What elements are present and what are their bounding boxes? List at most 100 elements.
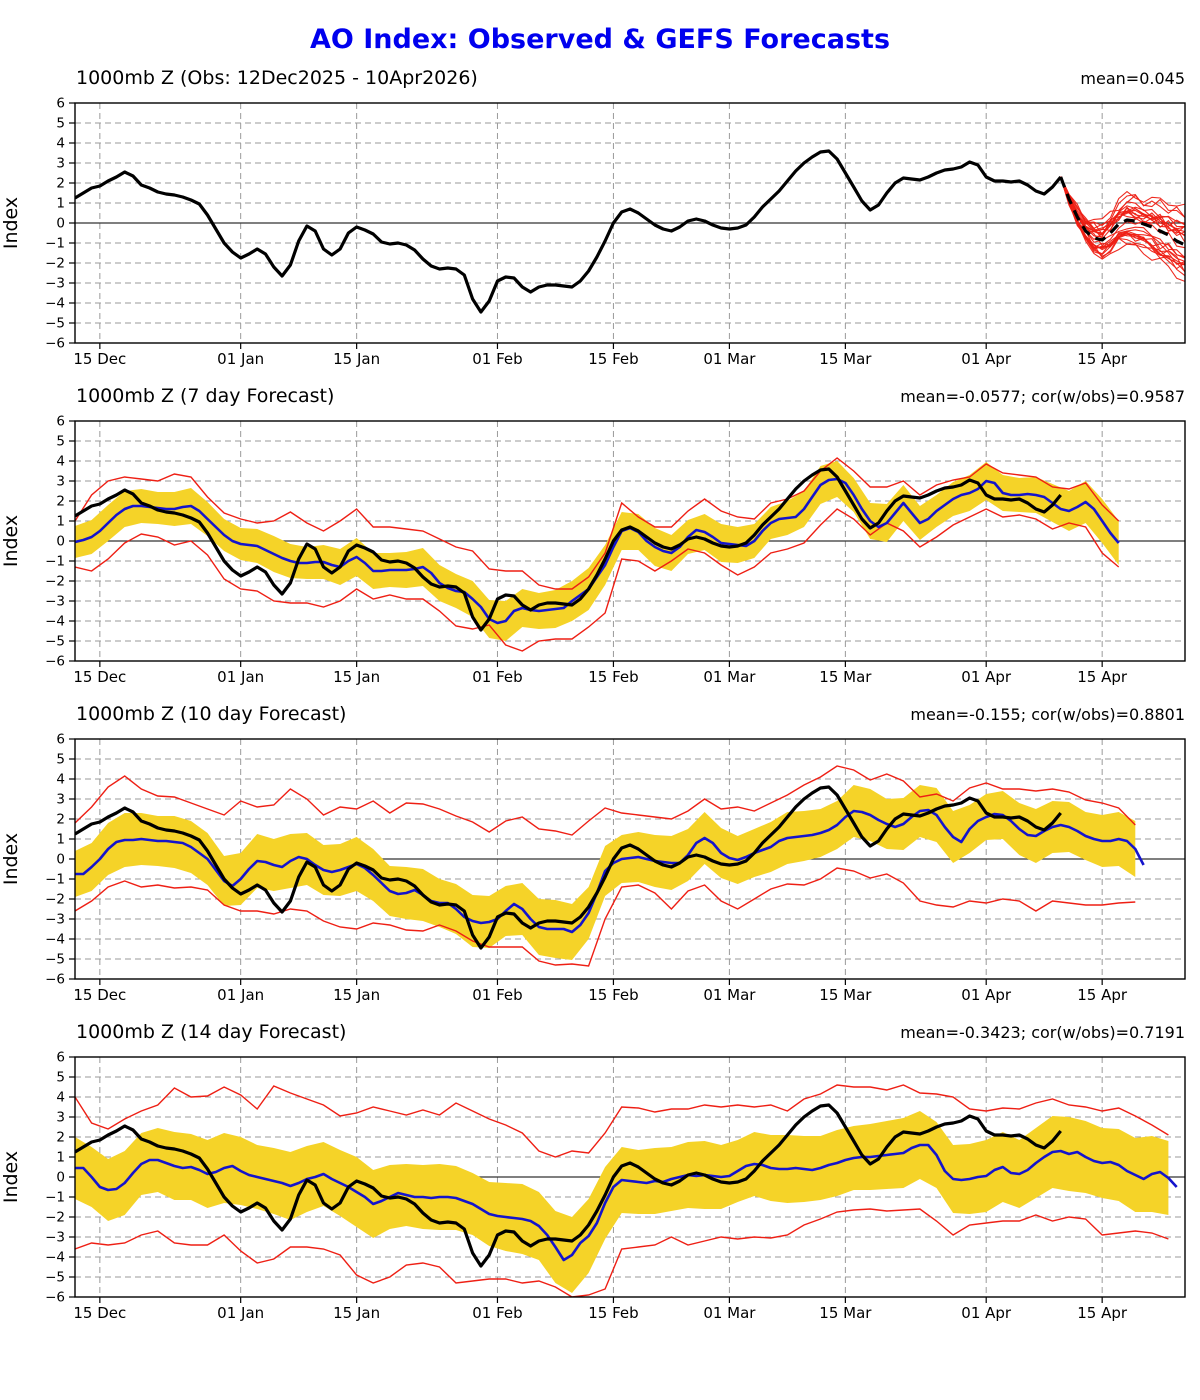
panel-10day-forecast: 1000mb Z (10 day Forecast) mean=-0.155; … (0, 703, 1200, 1003)
svg-text:1: 1 (56, 196, 65, 212)
page-title: AO Index: Observed & GEFS Forecasts (309, 24, 891, 55)
svg-text:15 Mar: 15 Mar (819, 668, 872, 685)
svg-text:−4: −4 (45, 932, 65, 948)
svg-text:6: 6 (56, 414, 65, 430)
svg-text:Index: Index (0, 1151, 22, 1203)
svg-text:01 Feb: 01 Feb (472, 986, 522, 1003)
svg-text:01 Apr: 01 Apr (961, 1304, 1012, 1321)
svg-text:1: 1 (56, 514, 65, 530)
svg-text:Index: Index (0, 515, 22, 567)
svg-text:15 Feb: 15 Feb (588, 350, 638, 367)
svg-text:0: 0 (56, 1170, 65, 1186)
svg-text:−1: −1 (45, 236, 65, 252)
svg-text:01 Mar: 01 Mar (703, 1304, 756, 1321)
svg-text:2: 2 (56, 176, 65, 192)
svg-text:−5: −5 (45, 952, 65, 968)
svg-text:−1: −1 (45, 1190, 65, 1206)
panel-observed-title: 1000mb Z (Obs: 12Dec2025 - 10Apr2026) (76, 67, 478, 89)
svg-text:−6: −6 (45, 654, 65, 670)
svg-text:5: 5 (56, 752, 65, 768)
svg-text:15 Mar: 15 Mar (819, 1304, 872, 1321)
svg-text:1: 1 (56, 832, 65, 848)
svg-text:−2: −2 (45, 1210, 65, 1226)
svg-text:15 Apr: 15 Apr (1077, 668, 1128, 685)
svg-text:−6: −6 (45, 336, 65, 352)
svg-text:15 Dec: 15 Dec (73, 350, 126, 367)
observed-chart: 6 5 4 3 2 1 0 −1 −2 −3 −4 −5 −6 15 Dec 01 Jan 15 Jan 01 … (0, 96, 1186, 367)
svg-text:6: 6 (56, 732, 65, 748)
svg-text:01 Jan: 01 Jan (217, 1304, 264, 1321)
svg-text:01 Jan: 01 Jan (217, 986, 264, 1003)
svg-text:15 Apr: 15 Apr (1077, 986, 1128, 1003)
svg-text:−1: −1 (45, 872, 65, 888)
svg-text:5: 5 (56, 116, 65, 132)
panel-observed-header: 1000mb Z (Obs: 12Dec2025 - 10Apr2026) me… (0, 67, 1200, 95)
svg-text:−3: −3 (45, 594, 65, 610)
svg-text:01 Apr: 01 Apr (961, 350, 1012, 367)
panel-14day-title: 1000mb Z (14 day Forecast) (76, 1021, 347, 1043)
panel-7day-forecast: 1000mb Z (7 day Forecast) mean=-0.0577; … (0, 385, 1200, 685)
svg-text:15 Dec: 15 Dec (73, 668, 126, 685)
svg-text:15 Mar: 15 Mar (819, 986, 872, 1003)
svg-text:15 Dec: 15 Dec (73, 986, 126, 1003)
svg-text:2: 2 (56, 1130, 65, 1146)
svg-text:−1: −1 (45, 554, 65, 570)
svg-text:5: 5 (56, 434, 65, 450)
svg-text:4: 4 (56, 772, 65, 788)
svg-text:6: 6 (56, 96, 65, 112)
panel-14day-forecast: 1000mb Z (14 day Forecast) mean=-0.3423;… (0, 1021, 1200, 1321)
svg-text:0: 0 (56, 216, 65, 232)
svg-text:0: 0 (56, 534, 65, 550)
svg-text:01 Apr: 01 Apr (961, 668, 1012, 685)
svg-text:−3: −3 (45, 912, 65, 928)
svg-text:Index: Index (0, 833, 22, 885)
ao-index-page: AO Index: Observed & GEFS Forecasts 1000… (0, 24, 1200, 1321)
panel-10day-header: 1000mb Z (10 day Forecast) mean=-0.155; … (0, 703, 1200, 731)
svg-text:3: 3 (56, 474, 65, 490)
svg-text:15 Feb: 15 Feb (588, 986, 638, 1003)
svg-text:−4: −4 (45, 296, 65, 312)
panel-7day-header: 1000mb Z (7 day Forecast) mean=-0.0577; … (0, 385, 1200, 413)
svg-text:1: 1 (56, 1150, 65, 1166)
svg-text:−2: −2 (45, 256, 65, 272)
svg-text:−3: −3 (45, 276, 65, 292)
svg-text:−2: −2 (45, 892, 65, 908)
svg-text:3: 3 (56, 156, 65, 172)
svg-text:5: 5 (56, 1070, 65, 1086)
svg-text:−2: −2 (45, 574, 65, 590)
panel-10day-title: 1000mb Z (10 day Forecast) (76, 703, 347, 725)
svg-text:−5: −5 (45, 316, 65, 332)
svg-text:15 Dec: 15 Dec (73, 1304, 126, 1321)
svg-text:15 Jan: 15 Jan (333, 668, 380, 685)
svg-text:−4: −4 (45, 1250, 65, 1266)
svg-text:4: 4 (56, 454, 65, 470)
panel-10day-stats: mean=-0.155; cor(w/obs)=0.8801 (910, 705, 1185, 724)
panel-observed-stats: mean=0.045 (1080, 69, 1185, 88)
svg-text:−4: −4 (45, 614, 65, 630)
svg-text:01 Feb: 01 Feb (472, 668, 522, 685)
svg-text:−5: −5 (45, 634, 65, 650)
forecast-7day-chart: 6 5 4 3 2 1 0 −1 −2 −3 −4 −5 −6 15 Dec 01 Jan 15 Jan 01 … (0, 414, 1186, 685)
panel-7day-stats: mean=-0.0577; cor(w/obs)=0.9587 (900, 387, 1185, 406)
panel-observed: 1000mb Z (Obs: 12Dec2025 - 10Apr2026) me… (0, 67, 1200, 367)
svg-text:15 Jan: 15 Jan (333, 986, 380, 1003)
svg-text:01 Mar: 01 Mar (703, 350, 756, 367)
panel-14day-stats: mean=-0.3423; cor(w/obs)=0.7191 (900, 1023, 1185, 1042)
svg-text:0: 0 (56, 852, 65, 868)
svg-text:01 Apr: 01 Apr (961, 986, 1012, 1003)
svg-text:−3: −3 (45, 1230, 65, 1246)
svg-text:15 Mar: 15 Mar (819, 350, 872, 367)
svg-text:01 Jan: 01 Jan (217, 350, 264, 367)
svg-text:−5: −5 (45, 1270, 65, 1286)
forecast-10day-chart: 6 5 4 3 2 1 0 −1 −2 −3 −4 −5 −6 15 Dec 01 Jan 15 Jan 01 … (0, 732, 1186, 1003)
svg-text:01 Feb: 01 Feb (472, 350, 522, 367)
svg-text:−6: −6 (45, 972, 65, 988)
svg-text:01 Jan: 01 Jan (217, 668, 264, 685)
svg-text:01 Feb: 01 Feb (472, 1304, 522, 1321)
svg-text:3: 3 (56, 792, 65, 808)
svg-text:01 Mar: 01 Mar (703, 668, 756, 685)
svg-text:2: 2 (56, 812, 65, 828)
svg-text:6: 6 (56, 1050, 65, 1066)
svg-text:15 Apr: 15 Apr (1077, 1304, 1128, 1321)
forecast-14day-chart: 6 5 4 3 2 1 0 −1 −2 −3 −4 −5 −6 15 Dec 01 Jan 15 Jan 01 … (0, 1050, 1186, 1321)
